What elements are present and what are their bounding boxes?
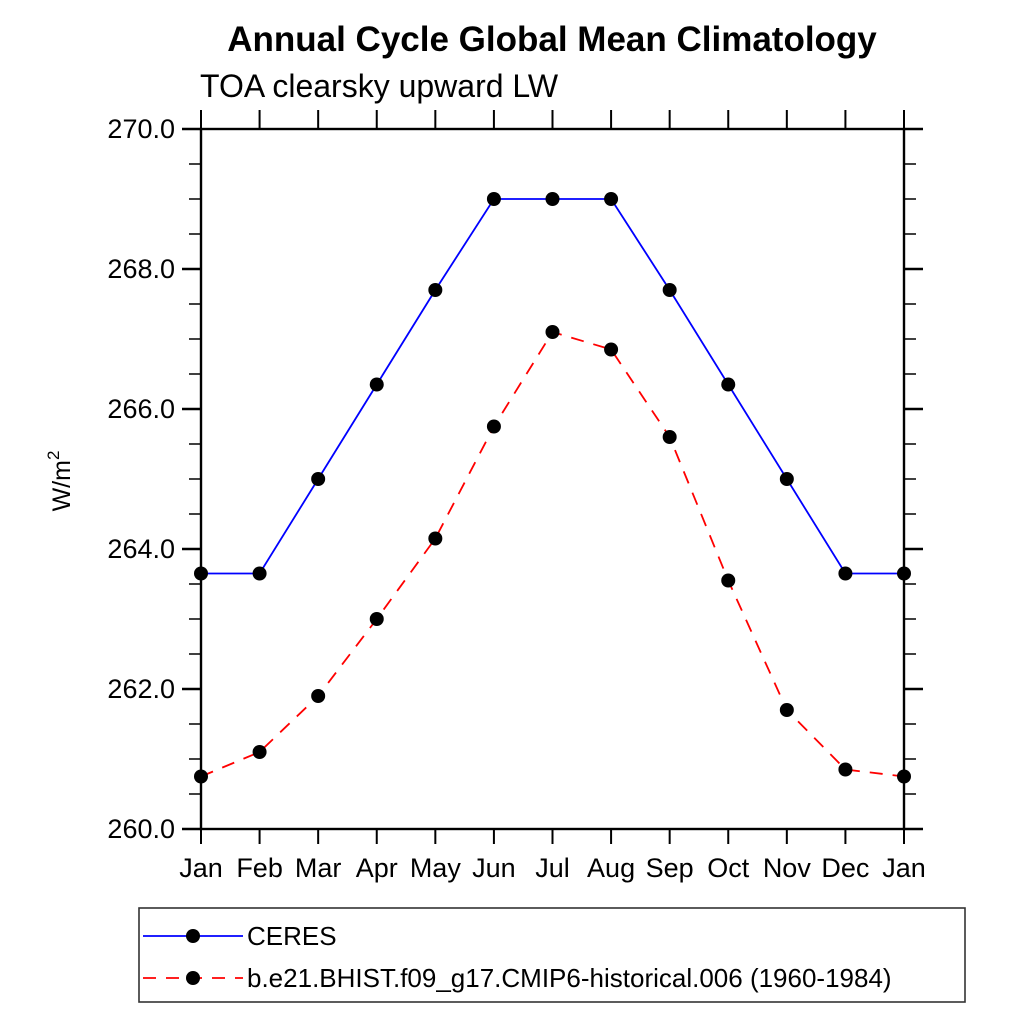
- legend-entry-model: b.e21.BHIST.f09_g17.CMIP6-historical.006…: [143, 963, 892, 993]
- chart-title: Annual Cycle Global Mean Climatology: [227, 20, 877, 59]
- y-tick-label: 262.0: [107, 674, 175, 704]
- legend-marker-model: [186, 971, 200, 985]
- model-data-marker: [779, 703, 794, 717]
- legend-box: CERES b.e21.BHIST.f09_g17.CMIP6-historic…: [138, 907, 966, 1003]
- y-axis-title-exponent: 2: [44, 451, 63, 460]
- ceres-data-marker: [486, 192, 501, 206]
- y-tick-label: 268.0: [107, 254, 175, 284]
- model-data-marker: [486, 419, 501, 434]
- ceres-data-marker: [545, 192, 560, 206]
- x-tick-label: Sep: [646, 853, 694, 883]
- legend-marker-ceres: [186, 929, 200, 943]
- model-data-marker: [252, 745, 267, 759]
- y-tick-label: 264.0: [107, 534, 175, 564]
- y-axis-title: W/m2: [44, 451, 76, 512]
- legend-entry-ceres: CERES: [143, 921, 337, 951]
- ceres-data-marker: [662, 283, 677, 297]
- x-tick-label: Dec: [821, 853, 869, 883]
- ceres-data-marker: [428, 283, 443, 297]
- legend-label-model: b.e21.BHIST.f09_g17.CMIP6-historical.006…: [247, 963, 892, 993]
- y-axis-title-base: W/m: [48, 460, 76, 511]
- model-data-marker: [838, 762, 853, 777]
- legend-label-ceres: CERES: [247, 921, 337, 951]
- model-data-marker: [369, 612, 384, 626]
- y-tick-label: 266.0: [107, 394, 175, 424]
- ceres-data-marker: [838, 566, 853, 581]
- x-tick-label: Oct: [707, 853, 750, 883]
- model-data-marker: [311, 689, 326, 703]
- x-tick-label: Jul: [535, 853, 570, 883]
- x-tick-label: Mar: [295, 853, 342, 883]
- ceres-data-marker: [779, 472, 794, 486]
- plot-frame: [199, 127, 906, 831]
- x-tick-label: Jun: [472, 853, 516, 883]
- model-data-marker: [662, 430, 677, 444]
- ceres-data-marker: [252, 566, 267, 581]
- model-line: [200, 330, 905, 778]
- x-tick-label: Aug: [587, 853, 635, 883]
- model-data-marker: [721, 573, 736, 588]
- ceres-line: [201, 198, 904, 575]
- model-data-marker: [428, 531, 443, 546]
- x-tick-label: Jan: [179, 853, 223, 883]
- x-tick-label: May: [410, 853, 462, 883]
- x-tick-label: Feb: [236, 853, 283, 883]
- ceres-data-marker: [604, 192, 619, 206]
- chart-subtitle: TOA clearsky upward LW: [200, 68, 559, 104]
- x-tick-label: Jan: [882, 853, 926, 883]
- ceres-data-marker: [369, 377, 384, 392]
- model-data-marker: [604, 342, 619, 357]
- y-tick-label: 270.0: [107, 114, 175, 144]
- plot-area: 260.0 262.0 264.0 266.0 268.0 270.0 Jan Feb Mar A…: [107, 110, 926, 883]
- x-tick-label: Nov: [763, 853, 812, 883]
- y-tick-label: 260.0: [107, 814, 175, 844]
- x-tick-label: Apr: [356, 853, 398, 883]
- model-data-marker: [545, 325, 560, 339]
- ceres-data-marker: [721, 377, 736, 392]
- legend-border: [138, 907, 966, 1003]
- ceres-data-marker: [311, 472, 326, 486]
